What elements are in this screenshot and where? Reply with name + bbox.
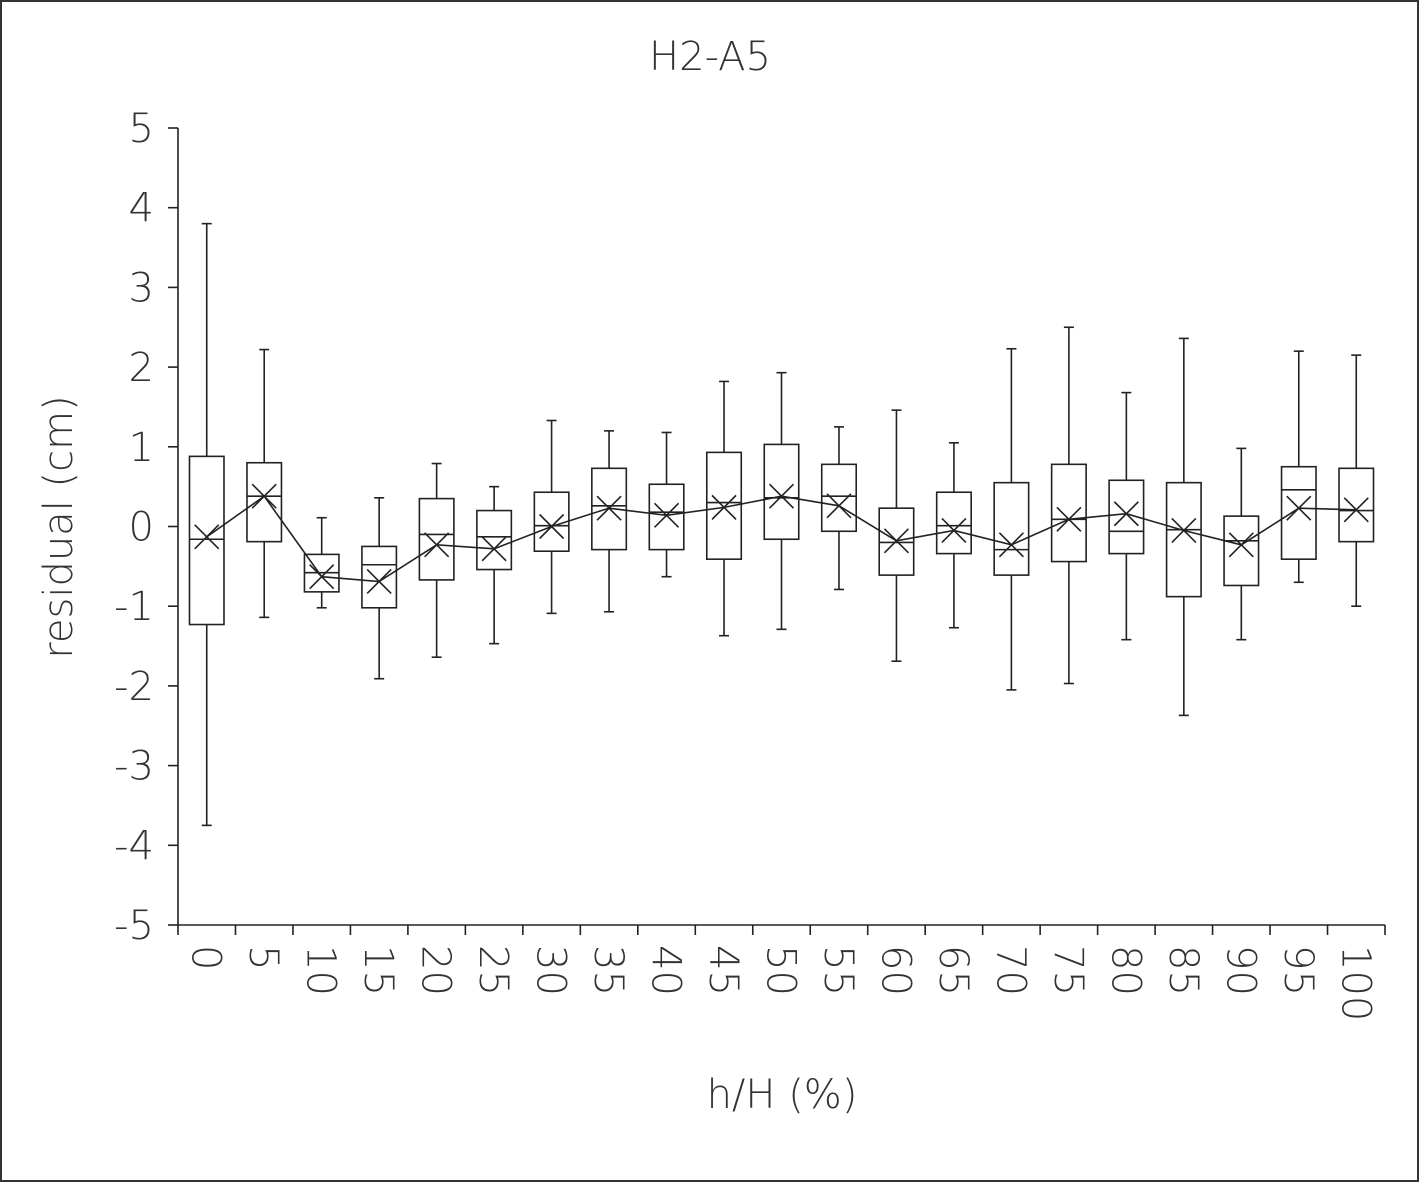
box <box>935 491 972 555</box>
x-tick-label: 10 <box>298 945 344 996</box>
x-axis-label: h/H (%) <box>707 1072 858 1118</box>
x-tick-label: 95 <box>1275 945 1321 996</box>
y-tick-label: -5 <box>114 903 154 949</box>
y-tick-label: 2 <box>129 345 154 391</box>
box <box>418 497 455 581</box>
y-tick-label: 5 <box>129 106 154 152</box>
x-tick-label: 0 <box>183 945 229 970</box>
box <box>361 545 398 609</box>
x-tick-label: 40 <box>643 945 689 996</box>
y-tick-label: -4 <box>114 823 154 869</box>
box <box>188 455 225 626</box>
box <box>1280 465 1317 560</box>
mean-line <box>206 495 1357 583</box>
box <box>1165 481 1202 598</box>
x-tick-label: 30 <box>528 945 574 996</box>
box <box>246 461 283 543</box>
x-tick-label: 20 <box>413 945 459 996</box>
mean-marker <box>194 524 220 550</box>
y-tick-label: 1 <box>129 425 154 471</box>
x-tick-label: 70 <box>987 945 1033 996</box>
x-tick-label: 55 <box>815 945 861 996</box>
y-tick-label: 3 <box>129 265 154 311</box>
box <box>533 491 570 553</box>
box <box>993 481 1030 576</box>
y-tick-label: -2 <box>114 664 154 710</box>
chart-title: H2-A5 <box>649 34 771 80</box>
y-tick-label: 0 <box>129 505 154 551</box>
x-tick-label: 25 <box>470 945 516 996</box>
box <box>1050 463 1087 563</box>
x-tick-label: 45 <box>700 945 746 996</box>
x-tick-label: 90 <box>1217 945 1263 996</box>
x-tick-label: 65 <box>930 945 976 996</box>
y-tick-label: 4 <box>129 186 154 232</box>
x-tick-label: 80 <box>1102 945 1148 996</box>
box <box>820 463 858 533</box>
box <box>1223 515 1260 587</box>
x-tick-label: 60 <box>872 945 918 996</box>
x-tick-label: 100 <box>1332 945 1378 1021</box>
y-tick-label: -1 <box>114 584 154 630</box>
x-tick-label: 85 <box>1160 945 1206 996</box>
y-tick-label: -3 <box>114 744 154 790</box>
x-tick-label: 75 <box>1045 945 1091 996</box>
x-tick-label: 35 <box>585 945 631 996</box>
x-tick-label: 50 <box>758 945 804 996</box>
box <box>648 483 685 551</box>
x-tick-label: 5 <box>240 945 286 970</box>
y-axis-label: residual (cm) <box>36 395 82 658</box>
box <box>763 443 800 541</box>
x-tick-label: 15 <box>355 945 401 996</box>
box <box>1338 467 1375 543</box>
